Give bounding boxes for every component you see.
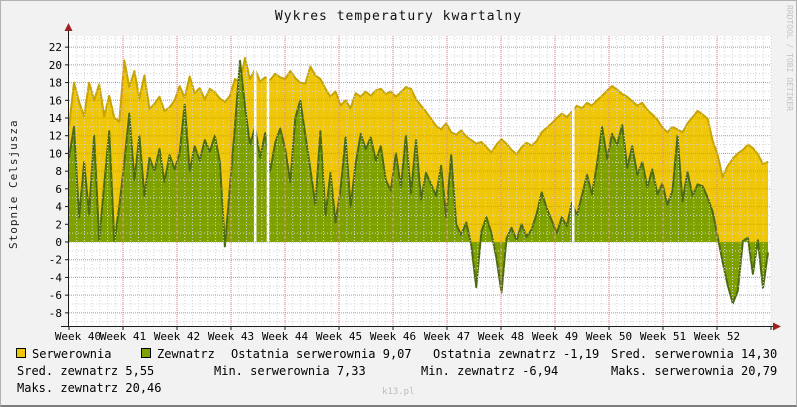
axes: [61, 23, 781, 331]
serwerownia-swatch-icon: [16, 348, 26, 358]
stat-ostatnia-zewnatrz: Ostatnia zewnatrz -1,19: [433, 347, 600, 361]
x-tick-label: Week 46: [370, 330, 416, 343]
x-tick-label: Week 41: [100, 330, 146, 343]
y-tick-label: 12: [49, 130, 62, 143]
y-tick-label: 18: [49, 77, 62, 90]
x-tick-label: Week 48: [478, 330, 524, 343]
stat-min-serwerownia: Min. serwerownia 7,33: [214, 364, 366, 378]
line-zewnatrz: [68, 59, 769, 305]
x-tick-label: Week 47: [424, 330, 470, 343]
stat-maks-zewnatrz: Maks. zewnatrz 20,46: [17, 381, 162, 395]
y-tick-label: 2: [55, 218, 62, 231]
x-tick-label: Week 44: [262, 330, 309, 343]
rrdtool-credit: RRDTOOL / TOBI OETIKER: [785, 5, 794, 111]
x-tick-label: Week 49: [532, 330, 578, 343]
x-tick-label: Week 42: [154, 330, 200, 343]
chart-title: Wykres temperatury kwartalny: [274, 9, 523, 24]
x-axis-arrow-icon: [773, 322, 781, 331]
y-tick-label: 14: [49, 112, 63, 125]
missing-data-gap: [572, 36, 575, 242]
stat-sred-serwerownia: Sred. serwerownia 14,30: [611, 347, 778, 361]
y-tick-label: -8: [49, 307, 62, 320]
y-tick-label: 22: [49, 41, 62, 54]
major-grid: [69, 36, 771, 326]
stat-sred-zewnatrz: Sred. zewnatrz 5,55: [17, 364, 155, 378]
missing-data-gap: [254, 36, 257, 242]
stat-ostatnia-serwerownia: Ostatnia serwerownia 9,07: [231, 347, 412, 361]
x-tick-label: Week 45: [316, 330, 362, 343]
legend-label-zewnatrz: Zewnatrz: [157, 347, 215, 361]
missing-data-gaps: [254, 36, 575, 242]
y-tick-label: 4: [55, 201, 62, 214]
line-serwerownia: [68, 56, 769, 179]
x-tick-label: Week 51: [640, 330, 686, 343]
x-tick-label: Week 43: [208, 330, 254, 343]
y-tick-label: 16: [49, 94, 62, 107]
stat-min-zewnatrz: Min. zewnatrz -6,94: [421, 364, 559, 378]
y-tick-label: 8: [55, 165, 62, 178]
x-tick-label: Week 40: [55, 330, 101, 343]
y-tick-label: 6: [55, 183, 62, 196]
x-tick-label: Week 52: [694, 330, 740, 343]
area-zewnatrz: [69, 60, 768, 304]
missing-data-gap: [266, 36, 270, 242]
stat-maks-serwerownia: Maks. serwerownia 20,79: [611, 364, 778, 378]
x-tick-label: Week 50: [586, 330, 632, 343]
legend-label-serwerownia: Serwerownia: [32, 347, 112, 361]
y-tick-label: -2: [49, 254, 62, 267]
watermark: k13.pl: [382, 387, 415, 397]
y-axis-arrow-icon: [64, 23, 73, 31]
y-tick-label: 20: [49, 59, 62, 72]
y-tick-label: -6: [49, 289, 62, 302]
y-tick-label: 10: [49, 147, 62, 160]
y-tick-label: -4: [49, 271, 63, 284]
zewnatrz-swatch-icon: [141, 348, 151, 358]
y-tick-label: 0: [55, 236, 62, 249]
